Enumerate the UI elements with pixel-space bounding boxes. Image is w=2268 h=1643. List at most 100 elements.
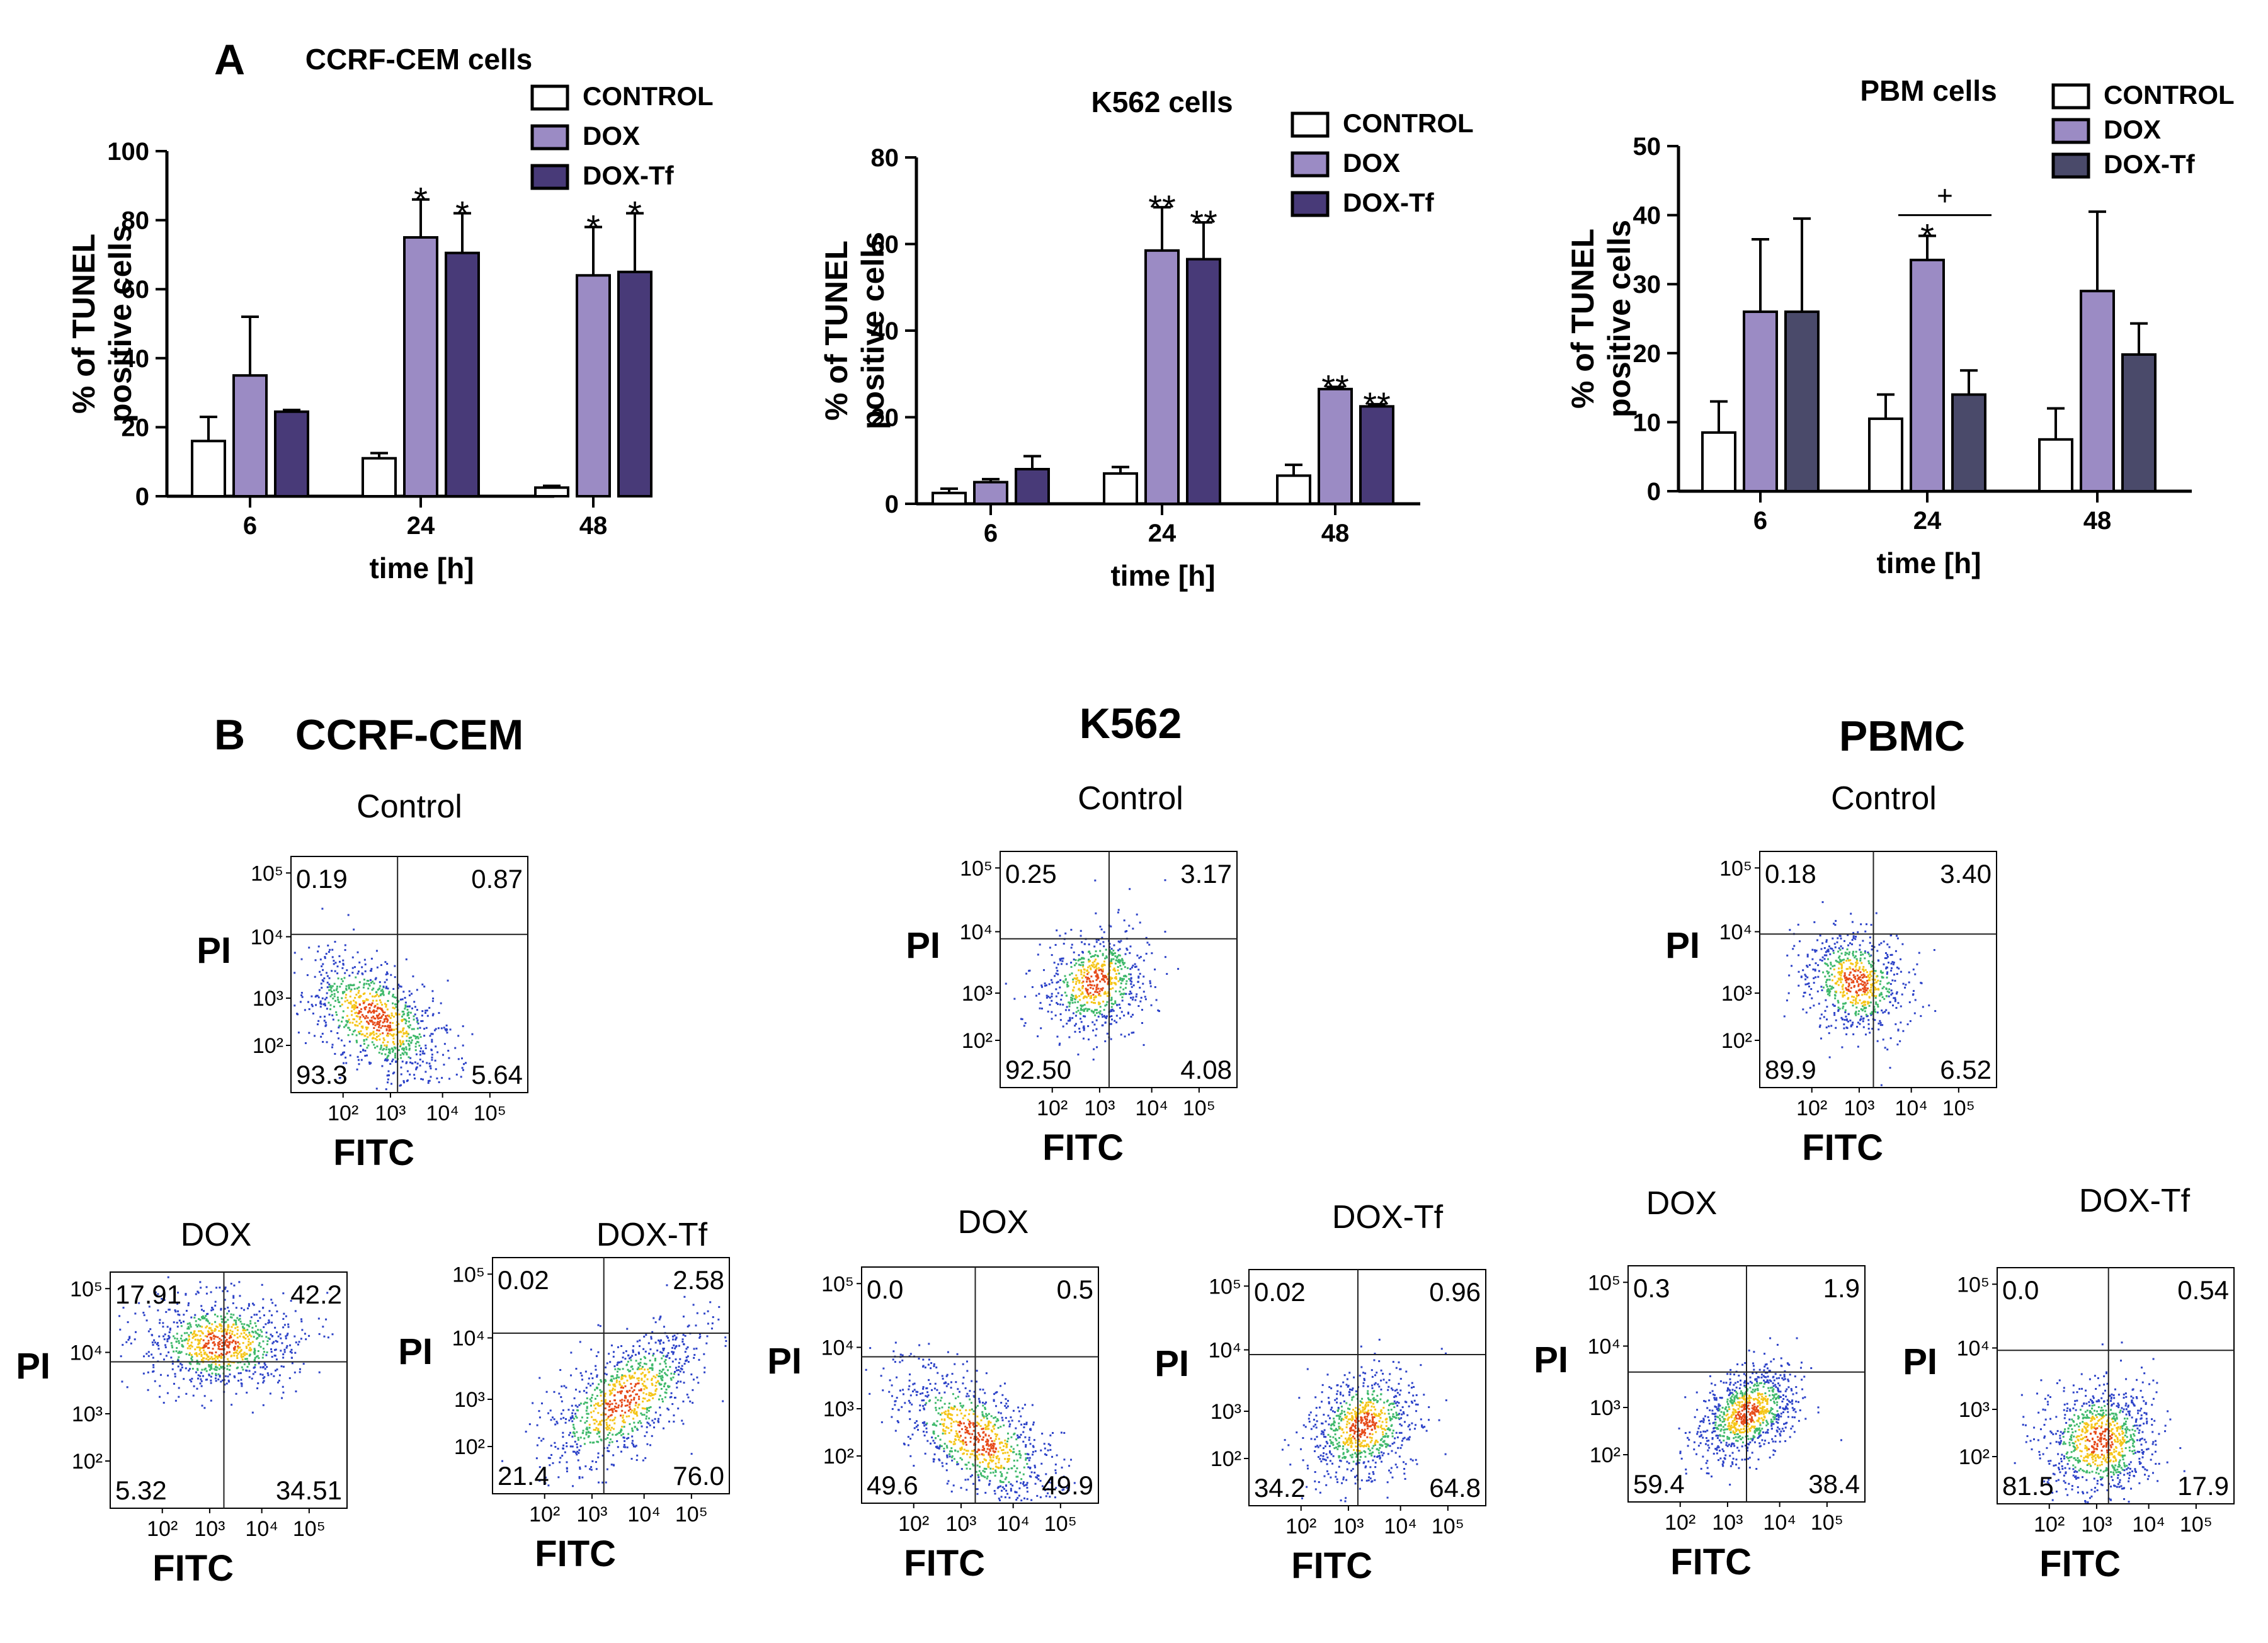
scatter-point [360,1011,362,1013]
scatter-point [1085,987,1087,990]
scatter-point [345,1023,348,1026]
scatter-point [212,1309,214,1311]
scatter-point [1086,977,1089,979]
scatter-point [321,1033,324,1035]
scatter-point [337,977,339,980]
scatter-point [348,974,351,977]
scatter-point [1104,974,1107,977]
scatter-point [1074,982,1077,985]
scatter-point [414,1035,416,1037]
scatter-point [643,1374,646,1377]
scatter-point [710,1327,713,1330]
scatter-point [576,1450,579,1453]
scatter-point [1102,974,1105,977]
scatter-point [233,1284,236,1287]
scatter-point [964,1425,967,1428]
scatter-point [401,1020,403,1022]
scatter-point [612,1433,614,1436]
scatter-point [186,1347,189,1350]
scatter-point [1073,977,1076,979]
scatter-point [1365,1420,1367,1423]
scatter-point [1345,1479,1348,1481]
scatter-point [263,1362,266,1365]
scatter-point [1119,1017,1121,1020]
scatter-point [385,1028,388,1030]
scatter-point [256,1387,259,1390]
scatter-point [176,1321,178,1324]
scatter-point [908,1388,910,1390]
scatter-point [907,1444,909,1447]
scatter-point [237,1347,239,1350]
scatter-point [981,1411,984,1413]
scatter-point [1355,1411,1358,1414]
scatter-point [1145,952,1148,955]
scatter-point [960,1413,962,1415]
scatter-point [324,956,326,958]
scatter-point [197,1377,199,1380]
scatter-point [984,1426,987,1429]
scatter-point [959,1424,961,1427]
scatter-point [438,1081,440,1083]
scatter-point [1099,1013,1102,1015]
scatter-point [1044,982,1046,985]
scatter-point [601,1481,604,1484]
scatter-point [363,1007,366,1009]
scatter-point [597,1412,600,1414]
scatter-point [1359,1487,1361,1490]
scatter-point [308,1032,311,1034]
scatter-point [1000,1401,1003,1404]
scatter-point [894,1361,896,1363]
scatter-point [976,1421,979,1424]
scatter-point [1008,1420,1010,1423]
scatter-point [1335,1475,1337,1478]
scatter-point [1121,979,1124,982]
scatter-point [244,1338,247,1340]
scatter-point [903,1442,905,1445]
scatter-point [361,966,363,969]
scatter-point [559,1368,562,1371]
scatter-point [244,1329,247,1332]
scatter-point [179,1351,181,1354]
scatter-point [241,1385,243,1387]
scatter-point [1015,1491,1017,1494]
scatter-point [185,1309,188,1312]
scatter-point [664,1396,666,1399]
scatter-point [1004,1439,1006,1441]
scatter-point [1360,1421,1362,1424]
scatter-point [154,1291,157,1293]
scatter-point [1068,1036,1071,1038]
scatter-point [368,1003,371,1006]
scatter-point [1081,992,1084,995]
scatter-point [535,1457,538,1460]
scatter-point [1080,993,1083,996]
scatter-point [968,1424,971,1426]
scatter-point [960,1468,963,1470]
scatter-point [1095,989,1098,991]
scatter-point [1003,1467,1005,1470]
scatter-point [404,1008,406,1010]
scatter-point [562,1444,565,1447]
scatter-point [399,985,401,987]
scatter-point [587,1436,590,1438]
scatter-point [611,1407,613,1410]
scatter-point [1394,1437,1396,1440]
scatter-point [178,1339,180,1342]
x-tick-label: 6 [984,520,998,547]
scatter-point [362,1025,364,1028]
scatter-point [624,1375,626,1377]
scatter-point [538,1436,540,1439]
scatter-point [586,1397,588,1399]
scatter-point [1393,1441,1396,1444]
scatter-point [321,979,324,981]
scatter-point [219,1287,221,1289]
scatter-point [978,1465,981,1468]
scatter-point [244,1358,247,1360]
scatter-point [626,1446,629,1448]
x-axis-title: FITC [1042,1127,1124,1168]
scatter-point [955,1420,957,1423]
scatter-point [1040,1462,1043,1465]
scatter-point [1055,988,1057,991]
scatter-point [981,1453,983,1455]
scatter-point [985,1440,988,1443]
